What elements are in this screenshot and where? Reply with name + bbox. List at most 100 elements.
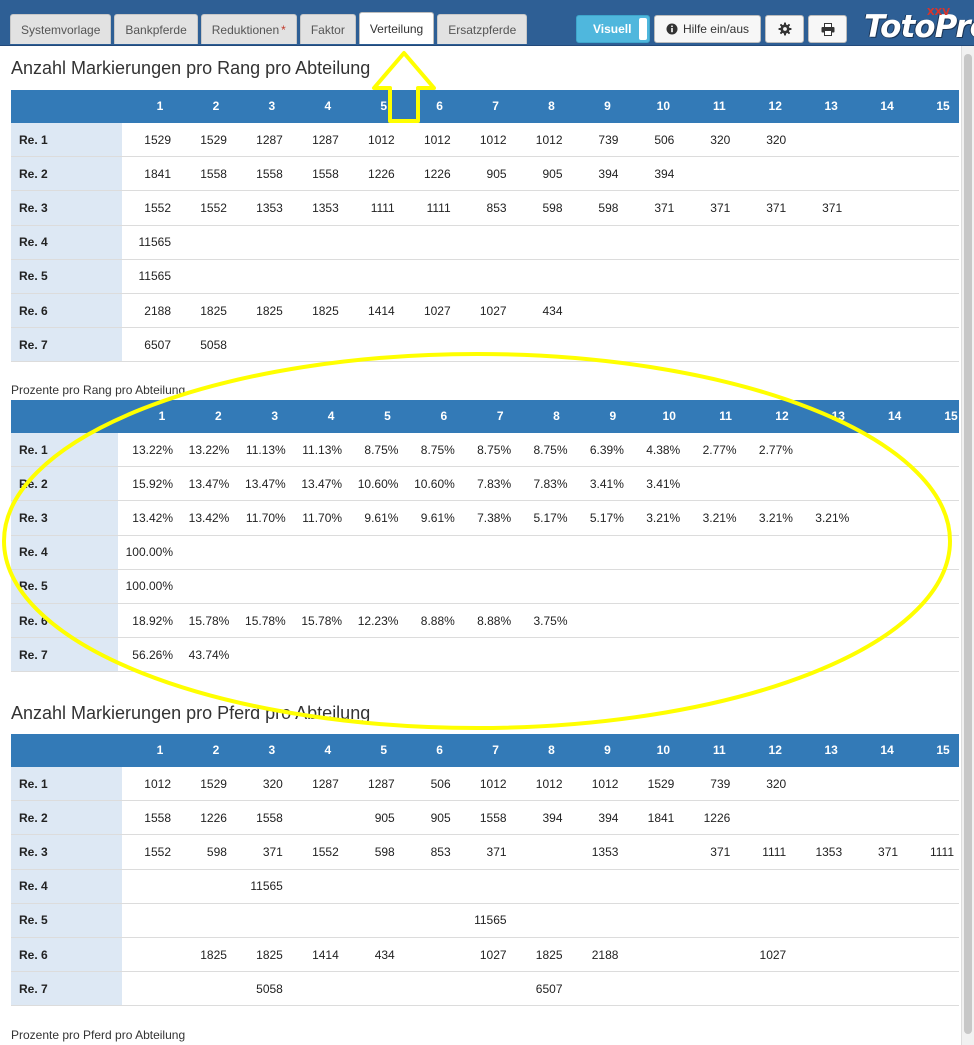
table-cell bbox=[517, 835, 563, 868]
tab-faktor[interactable]: Faktor bbox=[299, 14, 356, 44]
table-cell bbox=[796, 294, 842, 327]
scrollbar-thumb[interactable] bbox=[964, 54, 972, 1034]
settings-button[interactable] bbox=[765, 15, 804, 43]
table-cell bbox=[237, 328, 283, 361]
table-cell bbox=[740, 294, 786, 327]
visuell-label: Visuell bbox=[593, 22, 632, 36]
table-cell bbox=[457, 570, 511, 603]
table-cell: 371 bbox=[766, 200, 787, 215]
print-button[interactable] bbox=[808, 15, 847, 43]
table-cell bbox=[344, 638, 398, 671]
column-header: 7 bbox=[492, 743, 499, 757]
table-cell bbox=[852, 191, 898, 224]
table-cell: 11.13% bbox=[245, 442, 286, 457]
table-cell bbox=[572, 328, 618, 361]
table-cell bbox=[684, 328, 730, 361]
table-cell: 320 bbox=[766, 776, 787, 791]
column-header: 14 bbox=[887, 409, 902, 423]
column-header: 9 bbox=[609, 409, 617, 423]
table-cell bbox=[852, 536, 906, 569]
table-cell bbox=[293, 801, 339, 834]
tab-systemvorlage[interactable]: Systemvorlage bbox=[10, 14, 112, 44]
table-row: Re. 4 100.00% bbox=[11, 535, 959, 570]
table-cell bbox=[740, 801, 786, 834]
table-cell bbox=[684, 260, 730, 293]
table-cell bbox=[908, 191, 954, 224]
table-cell bbox=[517, 260, 563, 293]
table-cell bbox=[796, 226, 842, 259]
table-cell: 1529 bbox=[200, 776, 227, 791]
table-cell: 2188 bbox=[144, 303, 171, 318]
table-cell: 6507 bbox=[535, 981, 563, 996]
table-cell: 1414 bbox=[312, 947, 339, 962]
table-row: Re. 7 5058 6507 bbox=[11, 972, 959, 1007]
table-cell: 1287 bbox=[368, 776, 395, 791]
table-cell bbox=[514, 638, 568, 671]
row-label: Re. 6 bbox=[11, 293, 122, 328]
table-cell bbox=[401, 570, 455, 603]
column-header: 8 bbox=[553, 409, 560, 423]
tab-verteilung[interactable]: Verteilung bbox=[358, 12, 435, 44]
table-cell: 15.78% bbox=[301, 613, 343, 628]
table-cell bbox=[852, 433, 906, 466]
table-cell bbox=[908, 260, 954, 293]
row-label: Re. 1 bbox=[11, 433, 118, 467]
table-cell bbox=[908, 467, 962, 500]
tab-ersatzpferde[interactable]: Ersatzpferde bbox=[437, 14, 528, 44]
help-label: Hilfe ein/aus bbox=[682, 22, 750, 36]
table-header-row: 1 2 3 4 5 6 7 8 9 10 11 12 13 14 15 bbox=[11, 734, 959, 767]
table-cell bbox=[461, 328, 507, 361]
row-label: Re. 4 bbox=[11, 535, 118, 569]
table-cell bbox=[626, 536, 680, 569]
table-cell bbox=[349, 328, 395, 361]
table-cell bbox=[739, 570, 793, 603]
table-cell bbox=[237, 260, 283, 293]
table-cell: 15.78% bbox=[245, 613, 286, 628]
table-cell bbox=[740, 328, 786, 361]
column-header: 3 bbox=[268, 743, 276, 757]
column-header: 11 bbox=[719, 409, 732, 423]
table-cell bbox=[852, 570, 906, 603]
table-cell bbox=[908, 157, 954, 190]
table-cell: 905 bbox=[542, 166, 563, 181]
table-cell: 1226 bbox=[200, 810, 227, 825]
tab-bankpferde[interactable]: Bankpferde bbox=[114, 14, 198, 44]
table-cell bbox=[232, 638, 286, 671]
table-cell: 1287 bbox=[312, 132, 339, 147]
table-cell bbox=[125, 904, 171, 937]
table-cell: 13.22% bbox=[132, 442, 173, 457]
table-cell: 320 bbox=[262, 776, 283, 791]
table-cell bbox=[461, 226, 507, 259]
table-cell: 1825 bbox=[200, 303, 227, 318]
table-cell: 100.00% bbox=[125, 545, 173, 560]
table-cell bbox=[517, 904, 563, 937]
table-row: Re. 4 11565 bbox=[11, 869, 959, 904]
table-cell bbox=[181, 870, 227, 903]
tab-reduktionen[interactable]: Reduktionen * bbox=[200, 14, 297, 44]
row-label: Re. 2 bbox=[11, 157, 122, 191]
table-cell: 506 bbox=[430, 776, 451, 791]
table-row: Re. 5 11565 bbox=[11, 903, 959, 938]
table-cell bbox=[683, 570, 737, 603]
table-cell: 371 bbox=[878, 844, 899, 859]
table-cell bbox=[628, 904, 674, 937]
table-cell: 8.75% bbox=[420, 442, 455, 457]
table-cell bbox=[628, 226, 674, 259]
table-cell bbox=[796, 904, 842, 937]
vertical-scrollbar[interactable] bbox=[961, 46, 974, 1045]
help-toggle-button[interactable]: Hilfe ein/aus bbox=[654, 15, 761, 43]
visuell-toggle-button[interactable]: Visuell bbox=[576, 15, 650, 43]
table-cell bbox=[740, 157, 786, 190]
table-cell bbox=[344, 570, 398, 603]
table-cell bbox=[908, 904, 954, 937]
row-label: Re. 7 bbox=[11, 972, 122, 1006]
row-label: Re. 7 bbox=[11, 328, 122, 362]
table-cell: 371 bbox=[710, 844, 731, 859]
table-cell: 2188 bbox=[591, 947, 619, 962]
table-cell bbox=[349, 870, 395, 903]
table-cell bbox=[570, 604, 624, 637]
printer-icon bbox=[821, 22, 835, 36]
table-row: Re. 1 1529 1529 1287 1287 1012 1012 1012 1012 739… bbox=[11, 123, 959, 158]
table-cell bbox=[683, 536, 737, 569]
table-cell bbox=[908, 638, 962, 671]
